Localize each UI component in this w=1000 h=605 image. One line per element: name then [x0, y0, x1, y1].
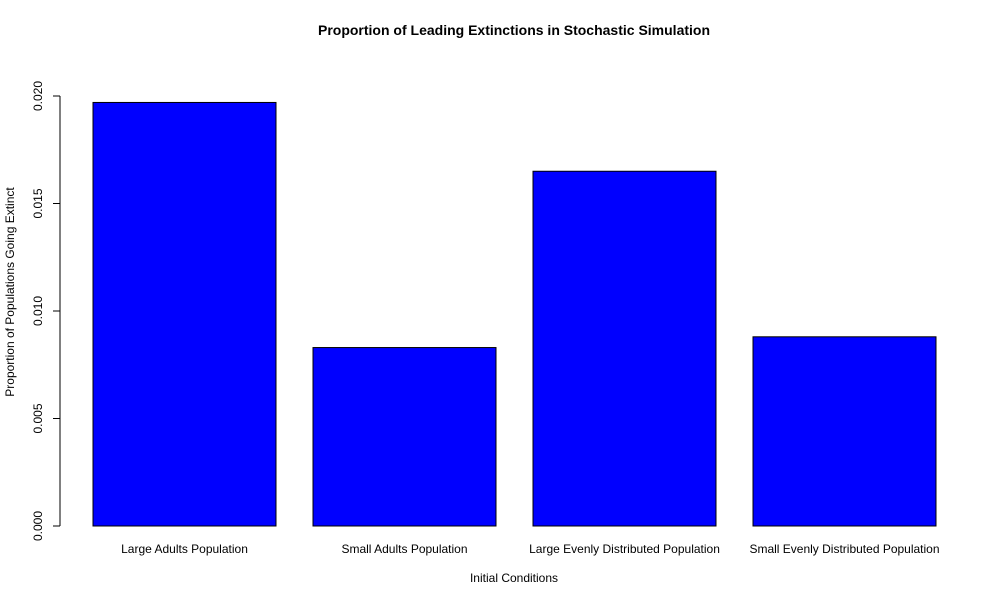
chart-title: Proportion of Leading Extinctions in Sto… [318, 22, 710, 38]
x-tick-label: Small Evenly Distributed Population [749, 542, 939, 556]
bar-3 [532, 170, 717, 527]
x-tick-label: Small Adults Population [341, 542, 467, 556]
x-tick-label: Large Adults Population [121, 542, 248, 556]
bar-1 [92, 101, 277, 527]
y-tick-label: 0.015 [31, 188, 45, 218]
x-axis-label: Initial Conditions [470, 571, 558, 585]
y-tick-label: 0.010 [31, 296, 45, 326]
bar-2 [312, 347, 497, 527]
bar-4 [752, 336, 937, 527]
x-tick-labels: Large Adults Population Small Adults Popu… [121, 542, 939, 556]
x-tick-label: Large Evenly Distributed Population [529, 542, 720, 556]
y-axis-label: Proportion of Populations Going Extinct [3, 187, 17, 397]
bars-layer [92, 101, 937, 527]
y-tick-label: 0.020 [31, 81, 45, 111]
y-tick-label: 0.000 [31, 511, 45, 541]
y-tick-label: 0.005 [31, 403, 45, 433]
y-axis: 0.000 0.005 0.010 0.015 0.020 [31, 81, 61, 541]
